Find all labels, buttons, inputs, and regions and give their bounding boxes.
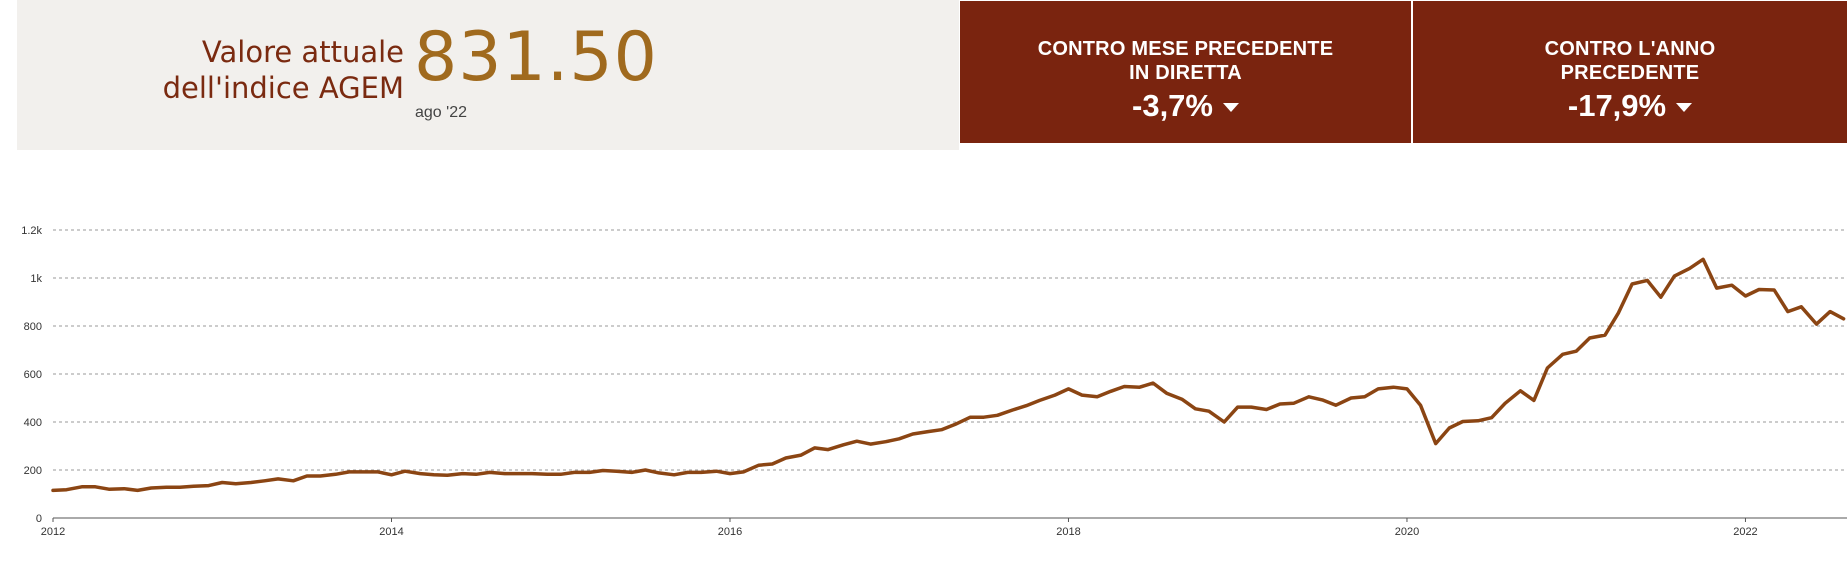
triangle-down-icon (1222, 103, 1239, 112)
x-tick-label: 2020 (1395, 526, 1419, 538)
kpi-year-card: CONTRO L'ANNO PRECEDENTE -17,9% (1413, 1, 1847, 143)
series-line (51, 257, 1846, 493)
y-tick-label: 600 (24, 369, 42, 381)
kpi-year-value-row: -17,9% (1413, 87, 1847, 125)
y-tick-label: 1.2k (21, 225, 42, 237)
current-value-date: ago '22 (415, 104, 467, 121)
y-tick-label: 800 (24, 321, 42, 333)
current-value-label: Valore attuale dell'indice AGEM (162, 35, 404, 105)
kpi-year-label: CONTRO L'ANNO PRECEDENTE (1544, 38, 1716, 84)
x-tick-label: 2018 (1056, 526, 1080, 538)
y-tick-label: 0 (36, 513, 42, 525)
kpi-month-label: CONTRO MESE PRECEDENTE IN DIRETTA (1037, 38, 1334, 84)
triangle-down-icon (1676, 103, 1693, 112)
x-tick-label: 2014 (379, 526, 403, 538)
line-chart: 0 200 400 600 800 1k 1.2k 2012 2014 2016 2018 2020 2… (21, 225, 1847, 538)
kpi-month-card: CONTRO MESE PRECEDENTE IN DIRETTA -3,7% (960, 1, 1411, 143)
x-tick-label: 2012 (41, 526, 65, 538)
y-tick-label: 1k (30, 273, 42, 285)
y-tick-label: 400 (24, 417, 42, 429)
kpi-month-value: -3,7% (1132, 88, 1213, 123)
x-tick-label: 2016 (718, 526, 742, 538)
kpi-year-value: -17,9% (1567, 88, 1667, 123)
header: Valore attuale dell'indice AGEM 831.50 a… (0, 0, 1847, 150)
current-index-value: 831.50 (414, 18, 658, 97)
current-value-panel: Valore attuale dell'indice AGEM 831.50 a… (17, 0, 959, 150)
x-tick-label: 2022 (1733, 526, 1757, 538)
kpi-month-value-row: -3,7% (960, 87, 1411, 125)
y-tick-label: 200 (24, 465, 42, 477)
